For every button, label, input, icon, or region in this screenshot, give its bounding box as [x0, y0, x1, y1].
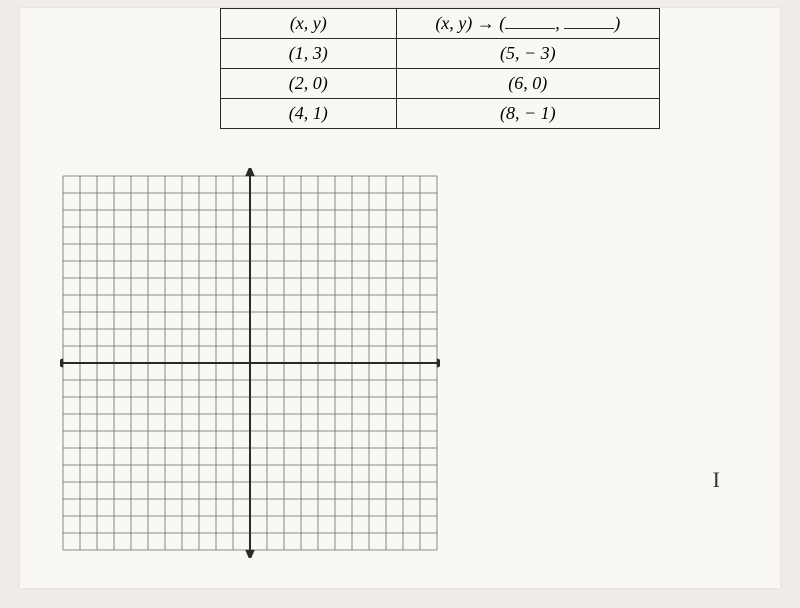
output-coord: (5, − 3) — [396, 39, 659, 69]
input-coord: (2, 0) — [221, 69, 397, 99]
transformation-table: (x, y) (x, y) → (, ) (1, 3) (5, − 3) (2,… — [220, 8, 660, 129]
worksheet-area: (x, y) (x, y) → (, ) (1, 3) (5, − 3) (2,… — [20, 8, 780, 588]
output-coord: (6, 0) — [396, 69, 659, 99]
table-row: (4, 1) (8, − 1) — [221, 99, 660, 129]
blank-y[interactable] — [564, 15, 614, 29]
table-row: (1, 3) (5, − 3) — [221, 39, 660, 69]
header-cell-output: (x, y) → (, ) — [396, 9, 659, 39]
header-cell-input: (x, y) — [221, 9, 397, 39]
coordinate-grid — [60, 168, 440, 558]
output-coord: (8, − 1) — [396, 99, 659, 129]
input-coord: (1, 3) — [221, 39, 397, 69]
table-row: (2, 0) (6, 0) — [221, 69, 660, 99]
input-coord: (4, 1) — [221, 99, 397, 129]
table-header-row: (x, y) (x, y) → (, ) — [221, 9, 660, 39]
coordinate-table: (x, y) (x, y) → (, ) (1, 3) (5, − 3) (2,… — [220, 8, 660, 129]
text-cursor-icon: I — [713, 467, 720, 493]
grid-svg — [60, 168, 440, 558]
blank-x[interactable] — [505, 15, 555, 29]
